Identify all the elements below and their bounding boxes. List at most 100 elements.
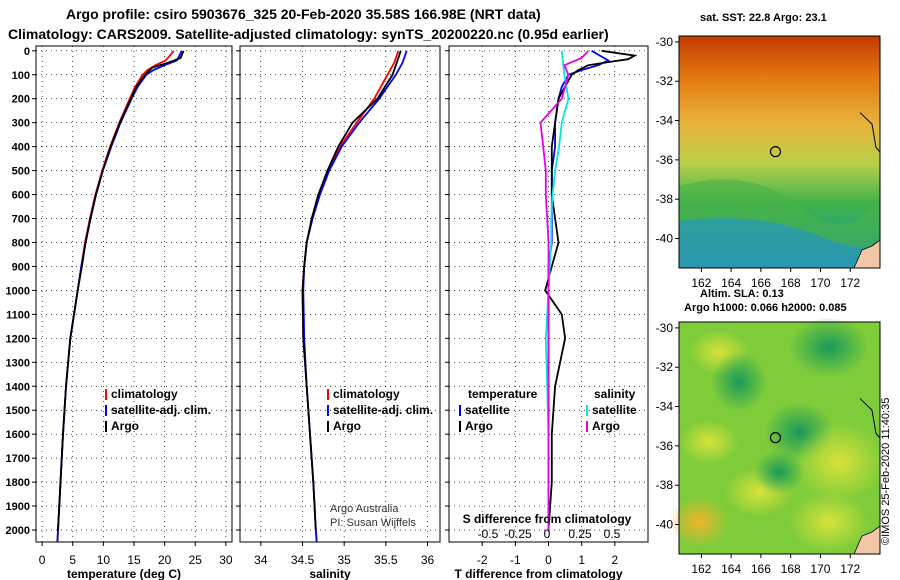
coastline bbox=[859, 112, 881, 153]
x-axis-label: temperature (deg C) bbox=[67, 567, 181, 580]
depth-tick-label: 1600 bbox=[6, 429, 30, 441]
sla-map-subtitle: Argo h1000: 0.066 h2000: 0.085 bbox=[684, 302, 847, 314]
map-y-tick-label: -36 bbox=[656, 153, 674, 167]
panel-frame bbox=[448, 45, 649, 543]
legend-swatch bbox=[459, 405, 461, 416]
legend-swatch bbox=[105, 389, 107, 400]
legend-label: Argo bbox=[592, 419, 620, 433]
x-tick-label: 5 bbox=[69, 553, 76, 567]
credit-text: Argo Australia bbox=[330, 503, 399, 515]
legend-label: satellite bbox=[592, 403, 637, 417]
x-tick-label: 30 bbox=[219, 553, 233, 567]
legend-swatch bbox=[459, 421, 461, 432]
depth-tick-label: 1700 bbox=[6, 453, 30, 465]
plot-title-line1: Argo profile: csiro 5903676_325 20-Feb-2… bbox=[66, 6, 541, 22]
s-diff-axis-label: S difference from climatology bbox=[463, 512, 632, 526]
depth-tick-label: 1500 bbox=[6, 405, 30, 417]
s-diff-tick-label: -0.5 bbox=[478, 527, 499, 541]
x-tick-label: 20 bbox=[158, 553, 172, 567]
map-y-tick-label: -34 bbox=[656, 400, 674, 414]
x-tick-label: 15 bbox=[127, 553, 141, 567]
depth-tick-label: 300 bbox=[12, 118, 30, 130]
depth-tick-label: 1300 bbox=[6, 357, 30, 369]
sla-blob bbox=[789, 317, 869, 377]
legend-heading-salinity: salinity bbox=[594, 387, 636, 401]
map-y-tick-label: -30 bbox=[656, 321, 674, 335]
x-tick-label: 36 bbox=[421, 553, 435, 567]
map-y-tick-label: -30 bbox=[656, 35, 674, 49]
s-diff-tick-label: 0.25 bbox=[568, 527, 592, 541]
depth-tick-label: 1200 bbox=[6, 333, 30, 345]
legend-label: satellite-adj. clim. bbox=[333, 403, 433, 417]
map-y-tick-label: -40 bbox=[656, 518, 674, 532]
depth-tick-label: 400 bbox=[12, 142, 30, 154]
legend-heading-temperature: temperature bbox=[468, 387, 538, 401]
map-y-tick-label: -40 bbox=[656, 232, 674, 246]
map-x-tick-label: 170 bbox=[810, 276, 830, 290]
series-climatology bbox=[56, 50, 175, 543]
x-tick-label: 35.5 bbox=[374, 553, 398, 567]
depth-tick-label: 1400 bbox=[6, 381, 30, 393]
credit-text: PI: Susan Wijffels bbox=[330, 517, 416, 529]
s-diff-tick-label: -0.25 bbox=[504, 527, 532, 541]
depth-tick-label: 600 bbox=[12, 190, 30, 202]
legend-swatch bbox=[327, 389, 329, 400]
depth-tick-label: 100 bbox=[12, 70, 30, 82]
depth-tick-label: 1100 bbox=[6, 309, 30, 321]
plot-title-line2: Climatology: CARS2009. Satellite-adjuste… bbox=[8, 26, 609, 42]
series-t-argo bbox=[544, 49, 638, 531]
legend-label: Argo bbox=[111, 419, 139, 433]
s-diff-tick-label: 0.5 bbox=[604, 527, 621, 541]
map-sla-map: 162 164 166 168 170 172 -30 -32 -34 -36 -38 -40 bbox=[656, 317, 884, 576]
sst-blue-band bbox=[679, 218, 880, 268]
argo-location-marker bbox=[769, 146, 782, 158]
x-tick-label: 25 bbox=[189, 553, 203, 567]
legend-swatch bbox=[327, 405, 329, 416]
x-tick-label: 34.5 bbox=[291, 553, 315, 567]
map-x-tick-label: 168 bbox=[781, 276, 801, 290]
depth-tick-label: 700 bbox=[12, 214, 30, 226]
legend-label: climatology bbox=[111, 387, 178, 401]
sla-blob bbox=[669, 497, 729, 547]
x-tick-label: 2 bbox=[611, 553, 618, 567]
x-axis-label: T difference from climatology bbox=[454, 567, 622, 580]
sst-map-title: sat. SST: 22.8 Argo: 23.1 bbox=[700, 12, 827, 24]
map-x-tick-label: 166 bbox=[751, 562, 771, 576]
map-y-tick-label: -32 bbox=[656, 74, 674, 88]
x-tick-label: 0 bbox=[39, 553, 46, 567]
legend-label: climatology bbox=[333, 387, 400, 401]
x-tick-label: 34 bbox=[254, 553, 268, 567]
map-x-tick-label: 168 bbox=[781, 562, 801, 576]
depth-tick-label: 500 bbox=[12, 166, 30, 178]
legend-label: satellite bbox=[465, 403, 510, 417]
map-x-tick-label: 172 bbox=[840, 562, 860, 576]
s-diff-tick-label: 0 bbox=[544, 527, 551, 541]
legend-swatch bbox=[586, 405, 588, 416]
map-x-tick-label: 162 bbox=[691, 276, 711, 290]
sla-map-title: Altim. SLA: 0.13 bbox=[700, 288, 784, 300]
series-argo bbox=[301, 50, 402, 531]
map-y-tick-label: -32 bbox=[656, 360, 674, 374]
sla-blob bbox=[711, 352, 767, 412]
sla-blob bbox=[679, 420, 739, 464]
series-argo bbox=[57, 50, 185, 531]
legend-label: satellite-adj. clim. bbox=[111, 403, 211, 417]
map-x-tick-label: 162 bbox=[691, 562, 711, 576]
map-sst-map: 162 164 166 168 170 172 -30 -32 -34 -36 -38 -40 bbox=[656, 35, 881, 290]
depth-tick-label: 1000 bbox=[6, 285, 30, 297]
legend-swatch bbox=[586, 421, 588, 432]
x-tick-label: -2 bbox=[477, 553, 488, 567]
imos-stamp: ©IMOS 25-Feb-2020 11:40:35 bbox=[880, 397, 892, 545]
depth-tick-label: 200 bbox=[12, 94, 30, 106]
series-s-argo bbox=[539, 50, 589, 530]
argo-location-marker bbox=[769, 432, 782, 444]
depth-tick-label: 1900 bbox=[6, 501, 30, 513]
map-y-tick-label: -38 bbox=[656, 478, 674, 492]
panel-frame bbox=[35, 45, 233, 543]
panel-temperature: 0 5 10 15 20 25 30 temperature (deg C) bbox=[32, 45, 233, 580]
map-x-tick-label: 170 bbox=[810, 562, 830, 576]
panel-difference: -2 -1 0 1 2T difference from climatology bbox=[445, 45, 649, 580]
legend-label: Argo bbox=[333, 419, 361, 433]
x-tick-label: -1 bbox=[510, 553, 521, 567]
